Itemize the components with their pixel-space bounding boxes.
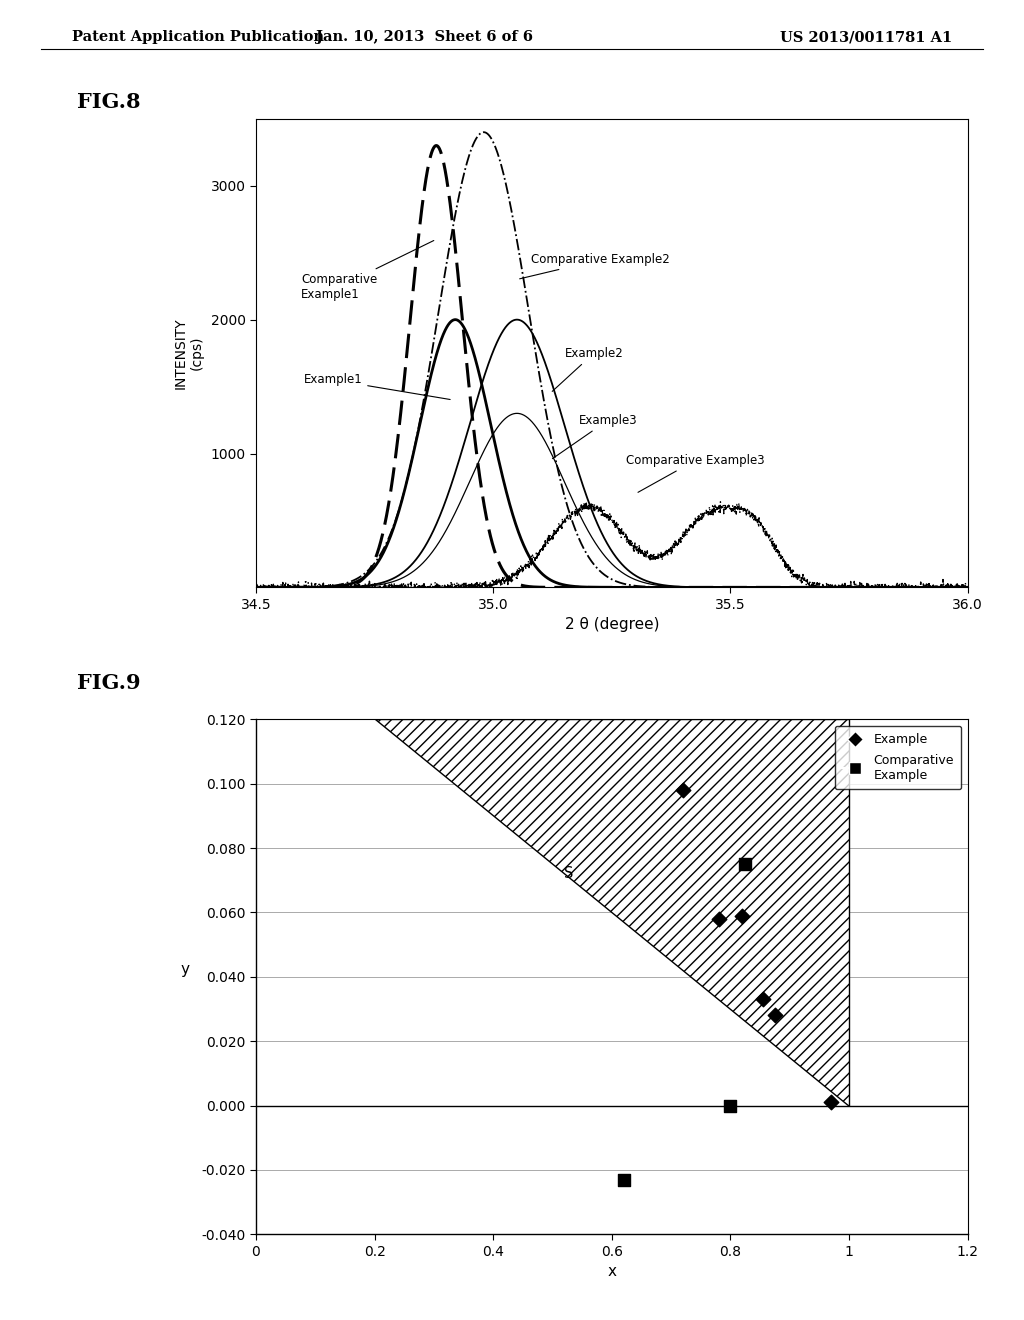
Point: [722, 1096, 738, 1117]
Y-axis label: y: y: [180, 962, 189, 977]
Point: [615, 1170, 632, 1191]
Point: [734, 906, 751, 927]
Y-axis label: INTENSITY
(cps): INTENSITY (cps): [173, 317, 204, 389]
Point: [755, 989, 771, 1010]
X-axis label: x: x: [607, 1265, 616, 1279]
Legend: Example, Comparative
Example: Example, Comparative Example: [835, 726, 962, 789]
Polygon shape: [375, 719, 849, 1106]
Text: US 2013/0011781 A1: US 2013/0011781 A1: [780, 30, 952, 45]
Text: FIG.9: FIG.9: [77, 673, 140, 693]
Text: Comparative Example3: Comparative Example3: [626, 454, 765, 492]
Text: Comparative
Example1: Comparative Example1: [301, 240, 434, 301]
Text: Example2: Example2: [552, 347, 624, 392]
Point: [823, 1092, 840, 1113]
Point: [711, 908, 727, 929]
Text: Example1: Example1: [303, 374, 451, 400]
Point: [675, 780, 691, 801]
Text: Jan. 10, 2013  Sheet 6 of 6: Jan. 10, 2013 Sheet 6 of 6: [316, 30, 534, 45]
Text: Example3: Example3: [552, 413, 637, 458]
Point: [767, 1005, 783, 1026]
Text: FIG.8: FIG.8: [77, 92, 140, 112]
Point: [737, 854, 754, 875]
X-axis label: 2 θ (degree): 2 θ (degree): [564, 618, 659, 632]
Text: Comparative Example2: Comparative Example2: [519, 253, 670, 279]
Text: S: S: [564, 866, 573, 882]
Text: Patent Application Publication: Patent Application Publication: [72, 30, 324, 45]
